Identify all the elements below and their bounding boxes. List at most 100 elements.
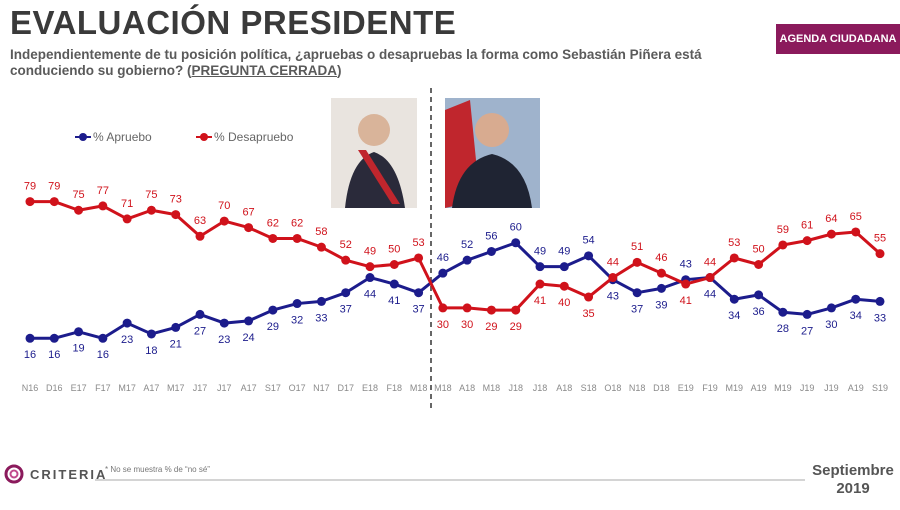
data-label: 44	[364, 288, 376, 300]
point	[316, 242, 326, 252]
point	[656, 283, 666, 293]
photo-sash	[358, 150, 400, 204]
x-tick-label: O17	[289, 383, 306, 393]
data-label: 56	[485, 230, 497, 242]
legend-label: % Desapruebo	[214, 130, 294, 144]
point	[268, 233, 278, 243]
point	[171, 322, 181, 332]
x-tick-label: A17	[241, 383, 257, 393]
point	[146, 205, 156, 215]
point	[851, 294, 861, 304]
data-label: 64	[825, 213, 837, 225]
point	[705, 273, 715, 283]
x-tick-label: E17	[71, 383, 87, 393]
point	[608, 273, 618, 283]
data-label: 41	[534, 295, 546, 307]
point	[292, 233, 302, 243]
data-label: 43	[607, 291, 619, 303]
data-label: 33	[874, 312, 886, 324]
point	[632, 257, 642, 267]
data-label: 16	[48, 349, 60, 361]
x-tick-label: J19	[824, 383, 839, 393]
point	[49, 197, 59, 207]
point	[244, 223, 254, 233]
data-label: 21	[170, 338, 182, 350]
point	[292, 299, 302, 309]
subtitle-text: Independientemente de tu posición políti…	[10, 47, 702, 78]
data-label: 50	[388, 243, 400, 255]
data-label: 60	[510, 222, 522, 234]
data-label: 51	[631, 241, 643, 253]
point	[365, 273, 375, 283]
x-tick-label: D17	[337, 383, 354, 393]
date-year: 2019	[836, 480, 869, 497]
data-label: 30	[437, 319, 449, 331]
point	[414, 253, 424, 263]
data-label: 29	[485, 321, 497, 333]
data-label: 46	[437, 252, 449, 264]
badge: AGENDA CIUDADANA	[776, 24, 900, 54]
x-tick-label: M17	[118, 383, 136, 393]
x-tick-label: J17	[217, 383, 232, 393]
x-tick-label: F17	[95, 383, 111, 393]
point	[98, 201, 108, 211]
point	[754, 260, 764, 269]
point	[389, 260, 399, 269]
point	[438, 303, 448, 313]
data-label: 18	[145, 345, 157, 357]
data-label: 75	[145, 189, 157, 201]
x-tick-label: J18	[533, 383, 548, 393]
data-label: 49	[558, 246, 570, 258]
x-tick-label: E18	[362, 383, 378, 393]
point	[486, 305, 496, 315]
data-label: 79	[48, 180, 60, 192]
x-tick-label: F19	[702, 383, 718, 393]
point	[414, 288, 424, 298]
point	[25, 197, 35, 207]
point	[268, 305, 278, 315]
point	[681, 279, 691, 289]
data-label: 55	[874, 233, 886, 245]
point	[729, 294, 739, 304]
data-label: 39	[655, 299, 667, 311]
data-label: 27	[194, 325, 206, 337]
point	[584, 251, 594, 261]
x-tick-label: N16	[22, 383, 39, 393]
subtitle: Independientemente de tu posición políti…	[10, 47, 702, 78]
point	[195, 309, 205, 319]
point	[535, 279, 545, 289]
data-label: 34	[728, 310, 740, 322]
data-label: 58	[315, 226, 327, 238]
data-label: 44	[704, 256, 716, 268]
data-label: 28	[777, 323, 789, 335]
point	[341, 288, 351, 298]
x-tick-label: A18	[459, 383, 475, 393]
title: EVALUACIÓN PRESIDENTE	[10, 4, 457, 41]
point	[195, 231, 205, 241]
x-tick-label: M19	[774, 383, 792, 393]
data-label: 75	[72, 189, 84, 201]
data-label: 37	[340, 304, 352, 316]
x-tick-label: J19	[800, 383, 815, 393]
point	[632, 288, 642, 298]
legend-dot	[79, 133, 87, 141]
x-tick-label: M18	[483, 383, 501, 393]
x-tick-label: J17	[193, 383, 208, 393]
point	[559, 262, 569, 272]
x-tick-label: D16	[46, 383, 63, 393]
data-label: 19	[72, 343, 84, 355]
series-line	[30, 200, 881, 312]
point	[122, 318, 132, 328]
point	[584, 292, 594, 302]
point	[341, 255, 351, 265]
x-tick-label: O18	[604, 383, 621, 393]
point	[49, 333, 59, 343]
data-label: 36	[752, 306, 764, 318]
point	[486, 246, 496, 256]
point	[244, 316, 254, 326]
x-tick-label: D18	[653, 383, 670, 393]
point	[98, 333, 108, 343]
data-label: 40	[558, 297, 570, 309]
point	[438, 268, 448, 278]
